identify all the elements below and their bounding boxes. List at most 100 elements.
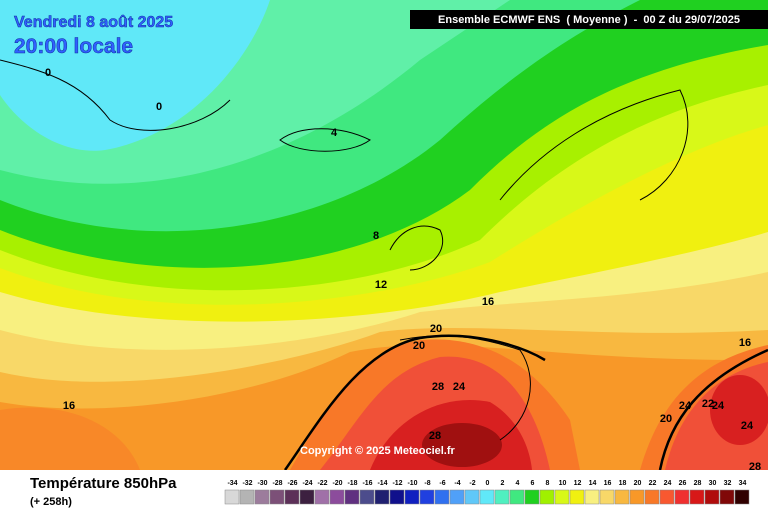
scale-swatch	[494, 489, 510, 505]
scale-swatch	[404, 489, 420, 505]
scale-swatch	[674, 489, 690, 505]
scale-swatch	[734, 489, 750, 505]
scale-swatch	[299, 489, 315, 505]
contour-label: 24	[679, 400, 692, 412]
scale-swatch	[689, 489, 705, 505]
scale-label: 2	[501, 480, 505, 487]
scale-label: -26	[287, 480, 297, 487]
scale-swatch	[449, 489, 465, 505]
scale-label: 12	[574, 480, 582, 487]
contour-label: 20	[660, 413, 672, 425]
scale-swatch	[644, 489, 660, 505]
color-scale: -34 -32 -30 -28 -26 -24 -22 -20 -18 -16 -14 -12 -10-…	[224, 480, 750, 505]
scale-label: -14	[377, 480, 387, 487]
scale-swatch	[314, 489, 330, 505]
contour-label: 0	[156, 101, 162, 113]
scale-label: 6	[531, 480, 535, 487]
time: 20:00 locale	[14, 35, 133, 58]
temperature-field	[0, 0, 768, 471]
scale-swatch	[374, 489, 390, 505]
scale-label: 26	[679, 480, 687, 487]
scale-swatch	[509, 489, 525, 505]
scale-swatch	[629, 489, 645, 505]
scale-label: -18	[347, 480, 357, 487]
scale-swatch	[569, 489, 585, 505]
scale-swatch	[464, 489, 480, 505]
scale-label: -34	[227, 480, 237, 487]
scale-label: 24	[664, 480, 672, 487]
scale-label: 28	[694, 480, 702, 487]
scale-label: 10	[559, 480, 567, 487]
scale-label: 0	[486, 480, 490, 487]
scale-swatch	[539, 489, 555, 505]
scale-swatch	[554, 489, 570, 505]
scale-swatch	[614, 489, 630, 505]
contour-label: 16	[482, 296, 494, 308]
scale-label: 16	[604, 480, 612, 487]
contour-label: 16	[739, 337, 751, 349]
legend-subtitle: (+ 258h)	[30, 496, 72, 508]
scale-label: -30	[257, 480, 267, 487]
scale-label: 30	[709, 480, 717, 487]
scale-label: -8	[424, 480, 430, 487]
header-box	[410, 10, 768, 29]
scale-label: 4	[516, 480, 520, 487]
scale-swatch	[359, 489, 375, 505]
scale-label: -32	[242, 480, 252, 487]
scale-label: 14	[589, 480, 597, 487]
contour-label: 28	[749, 461, 761, 473]
scale-swatch	[704, 489, 720, 505]
contour-label: 20	[413, 340, 425, 352]
scale-label: 18	[619, 480, 627, 487]
contour-label: 16	[63, 400, 75, 412]
scale-swatch	[239, 489, 255, 505]
scale-label: -28	[272, 480, 282, 487]
scale-swatch	[419, 489, 435, 505]
scale-label: -20	[332, 480, 342, 487]
scale-label: 8	[546, 480, 550, 487]
scale-label: -4	[454, 480, 460, 487]
header: Ensemble ECMWF ENS ( Moyenne ) - 00 Z du…	[438, 14, 740, 26]
scale-swatch	[479, 489, 495, 505]
contour-label: 24	[741, 420, 754, 432]
contour-label: 4	[331, 127, 338, 139]
scale-label: -22	[317, 480, 327, 487]
scale-swatch	[269, 489, 285, 505]
scale-swatch	[599, 489, 615, 505]
scale-label: -2	[469, 480, 475, 487]
scale-label: -24	[302, 480, 312, 487]
contour-label: 28	[432, 381, 444, 393]
contour-label: 24	[712, 400, 725, 412]
contour-label: 22	[702, 398, 714, 410]
scale-swatch	[434, 489, 450, 505]
scale-swatch	[344, 489, 360, 505]
legend-title: Température 850hPa	[30, 475, 177, 492]
contour-label: 24	[453, 381, 466, 393]
scale-label: -12	[392, 480, 402, 487]
scale-label: 20	[634, 480, 642, 487]
scale-swatch	[719, 489, 735, 505]
contour-label: 8	[373, 230, 379, 242]
scale-label: 22	[649, 480, 657, 487]
scale-swatch	[254, 489, 270, 505]
scale-label: -16	[362, 480, 372, 487]
contour-label: 12	[375, 279, 387, 291]
scale-swatch	[584, 489, 600, 505]
scale-swatch	[524, 489, 540, 505]
contour-label: 20	[430, 323, 442, 335]
scale-swatch	[284, 489, 300, 505]
date: Vendredi 8 août 2025	[14, 14, 173, 31]
contour-label: 0	[45, 67, 51, 79]
contour-label: 28	[429, 430, 441, 442]
scale-swatch	[659, 489, 675, 505]
scale-label: -10	[407, 480, 417, 487]
copyright: Copyright © 2025 Meteociel.fr	[300, 445, 456, 457]
scale-swatch	[224, 489, 240, 505]
scale-swatch	[389, 489, 405, 505]
scale-label: 32	[724, 480, 732, 487]
scale-swatch	[329, 489, 345, 505]
scale-label: -6	[439, 480, 445, 487]
scale-label: 34	[739, 480, 747, 487]
